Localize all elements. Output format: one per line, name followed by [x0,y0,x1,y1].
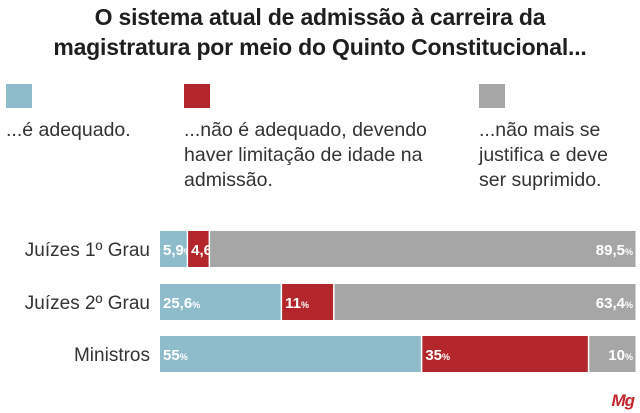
legend-label-suprimido: ...não mais se justifica e deve ser supr… [479,119,608,191]
legend-item-nao-adequado: ...não é adequado, devendo haver limitaç… [184,84,454,193]
bar-adequado [160,231,187,267]
data-label-adequado: 5,9% [163,242,192,259]
data-label-suprimido: 63,4% [596,295,633,312]
legend-label-nao-adequado: ...não é adequado, devendo haver limitaç… [184,119,427,191]
data-label-suprimido: 10% [608,347,633,364]
data-label-adequado: 25,6% [163,295,200,312]
legend-label-adequado: ...é adequado. [6,119,131,141]
chart-title-line2: magistratura por meio do Quinto Constitu… [53,34,587,60]
data-label-adequado: 55% [163,347,188,364]
bar-adequado [160,336,421,372]
data-label-nao-adequado: 35% [425,347,450,364]
chart-title: O sistema atual de admissão à carreira d… [0,2,640,62]
bar-suprimido [589,336,636,372]
legend-item-suprimido: ...não mais se justifica e deve ser supr… [479,84,639,193]
bar-nao-adequado [188,231,209,267]
bar-adequado [160,284,281,320]
legend-item-adequado: ...é adequado. [6,84,131,143]
legend-swatch-adequado [6,84,32,108]
bar-nao-adequado [422,336,588,372]
data-label-nao-adequado: 11% [285,295,309,312]
legend-swatch-suprimido [479,84,505,108]
bar-suprimido [334,284,636,320]
data-label-suprimido: 89,5% [596,242,633,259]
category-label: Ministros [74,345,150,366]
bar-nao-adequado [282,284,334,320]
bar-suprimido [210,231,636,267]
category-label: Juízes 1º Grau [25,240,150,261]
legend-swatch-nao-adequado [184,84,210,108]
chart-title-line1: O sistema atual de admissão à carreira d… [94,4,546,30]
brand-logo: Mg [611,391,635,410]
category-label: Juízes 2º Grau [25,293,150,314]
